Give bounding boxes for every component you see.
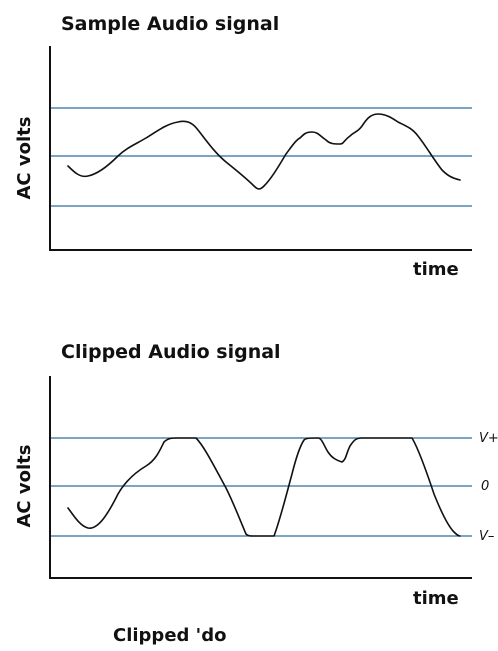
clipped-y-axis-label: AC volts	[14, 445, 35, 528]
level-label-zero: 0	[481, 479, 489, 494]
clipped-x-axis-label: time	[413, 588, 459, 609]
sample-panel-title: Sample Audio signal	[61, 13, 279, 35]
sample-waveform	[67, 113, 461, 190]
sample-axes	[49, 46, 472, 251]
clipped-waveform	[67, 437, 461, 537]
level-label-v-minus: V–	[479, 529, 494, 544]
sample-signal-panel: Sample Audio signal AC volts time	[14, 13, 472, 280]
clipped-panel-title: Clipped Audio signal	[61, 341, 281, 363]
sample-y-axis-label: AC volts	[14, 117, 35, 200]
level-label-v-plus: V+	[479, 431, 498, 446]
clipped-axes	[49, 376, 472, 579]
sample-x-axis-label: time	[413, 259, 459, 280]
figure-caption: Clipped 'do	[113, 625, 226, 646]
clipped-signal-panel: Clipped Audio signal V+ 0 V– AC volts ti…	[14, 341, 498, 609]
